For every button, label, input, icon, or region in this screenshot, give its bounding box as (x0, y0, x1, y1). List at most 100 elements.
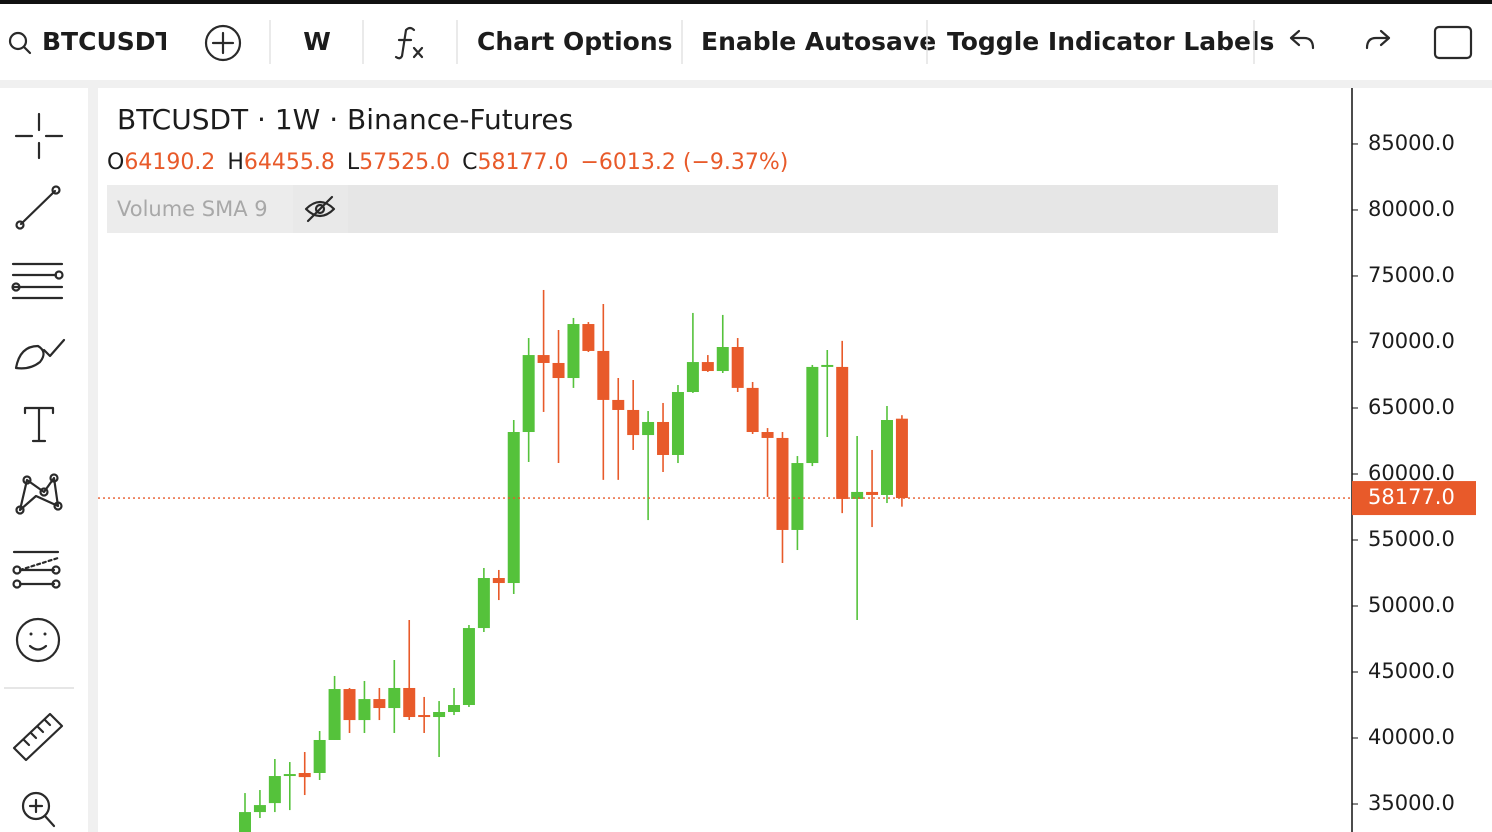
text-tool[interactable] (23, 406, 55, 443)
candle-body (895, 418, 908, 499)
brush-tool[interactable] (14, 338, 66, 370)
candle-body (731, 347, 744, 388)
price-axis: 85000.0 80000.0 75000.0 70000.0 65000.0 60000… (1352, 131, 1476, 815)
measure-tool[interactable] (12, 712, 64, 762)
candle-body (343, 689, 356, 721)
candle-body (821, 364, 834, 367)
candle-body (537, 355, 550, 363)
candle-body (567, 324, 580, 379)
candle-body (716, 347, 729, 372)
symbol[interactable]: BTCUSDT (42, 27, 173, 56)
left-toolbar (0, 88, 88, 832)
candle-body (358, 699, 371, 721)
candle-body (866, 491, 879, 495)
candle-body (477, 578, 490, 629)
candle-body (522, 355, 535, 433)
candle-body (492, 578, 505, 584)
symbol-search[interactable]: BTCUSDT (8, 27, 173, 56)
ohlc-value: 57525.0 (359, 150, 450, 175)
ohlc-key: O (107, 150, 124, 175)
candle-body (701, 362, 714, 372)
candle-body (776, 437, 789, 530)
ohlc-key: H (227, 150, 244, 175)
chart-title: BTCUSDT · 1W · Binance-Futures (117, 103, 573, 136)
candle-body (418, 715, 431, 718)
redo-button[interactable] (1365, 29, 1391, 50)
candle-body (791, 463, 804, 530)
indicator-visibility-toggle[interactable] (293, 185, 348, 233)
candle-body (686, 362, 699, 393)
y-tick-label: 45000.0 (1368, 659, 1455, 683)
candle-body (403, 687, 416, 718)
candle-body (462, 628, 475, 706)
y-tick-label: 85000.0 (1368, 131, 1455, 155)
y-tick-label: 35000.0 (1368, 791, 1455, 815)
y-tick-label: 70000.0 (1368, 329, 1455, 353)
change-value: −6013.2 (−9.37%) (580, 150, 788, 175)
candle-body (746, 387, 759, 433)
candle-body (283, 774, 296, 777)
y-tick-label: 50000.0 (1368, 593, 1455, 617)
candle-body (851, 491, 864, 499)
y-tick-label: 65000.0 (1368, 395, 1455, 419)
top-toolbar (0, 0, 1492, 80)
candle-body (761, 432, 774, 438)
candle-body (448, 705, 461, 713)
fib-tool[interactable] (11, 262, 64, 300)
candle-body (373, 699, 386, 709)
y-tick-label: 60000.0 (1368, 461, 1455, 485)
candle-body (657, 421, 670, 455)
candle-body (298, 772, 311, 778)
pattern-tool[interactable] (15, 473, 63, 515)
ohlc-key: L (347, 150, 360, 175)
y-tick-label: 40000.0 (1368, 725, 1455, 749)
candle-body (612, 399, 625, 410)
fullscreen-button[interactable] (1433, 25, 1473, 60)
candle-body (239, 812, 251, 832)
zoom-tool[interactable] (21, 791, 56, 828)
top-border (0, 0, 1492, 4)
candle-body (582, 324, 595, 351)
candle-body (313, 739, 326, 773)
y-tick-label: 80000.0 (1368, 197, 1455, 221)
indicator-label: Volume SMA 9 (117, 197, 268, 221)
indicator-label-bg (107, 185, 293, 233)
plot-area (98, 289, 1352, 832)
y-tick-label: 55000.0 (1368, 527, 1455, 551)
interval-button[interactable]: W (303, 27, 331, 56)
ohlc-value: 58177.0 (477, 150, 568, 175)
last-price-tag (1352, 481, 1476, 516)
candle-body (552, 362, 565, 379)
ohlc-value: 64455.8 (244, 150, 335, 175)
ohlc-key: C (462, 150, 477, 175)
candle-body (328, 689, 341, 740)
candle-body (627, 409, 640, 436)
last-price-label: 58177.0 (1368, 485, 1455, 509)
ohlc-legend: O64190.2 H64455.8 L57525.0 C58177.0 −6013.2 … (107, 150, 788, 175)
toolbar-button[interactable]: Enable Autosave (701, 27, 936, 56)
candle-body (880, 420, 893, 495)
add-symbol-button[interactable] (204, 24, 242, 62)
candle-body (671, 392, 684, 455)
trend-line-tool[interactable] (15, 185, 61, 230)
toolbar-button[interactable]: Chart Options (477, 27, 673, 56)
candle-body (806, 366, 819, 464)
candle-body (433, 712, 446, 718)
emoji-tool[interactable] (15, 617, 61, 663)
candle-body (597, 350, 610, 400)
undo-button[interactable] (1289, 29, 1315, 50)
candle-body (507, 432, 520, 584)
crosshair-tool[interactable] (14, 112, 64, 160)
indicators-button[interactable] (394, 26, 424, 60)
candle-body (268, 776, 281, 804)
ohlc-value: 64190.2 (124, 150, 215, 175)
candle-body (836, 366, 849, 499)
candle-body (253, 805, 266, 813)
y-tick-label: 75000.0 (1368, 263, 1455, 287)
prediction-tool[interactable] (12, 550, 61, 589)
candle-body (642, 421, 655, 436)
toolbar-button[interactable]: Toggle Indicator Labels (947, 27, 1274, 56)
candle-body (388, 687, 401, 709)
